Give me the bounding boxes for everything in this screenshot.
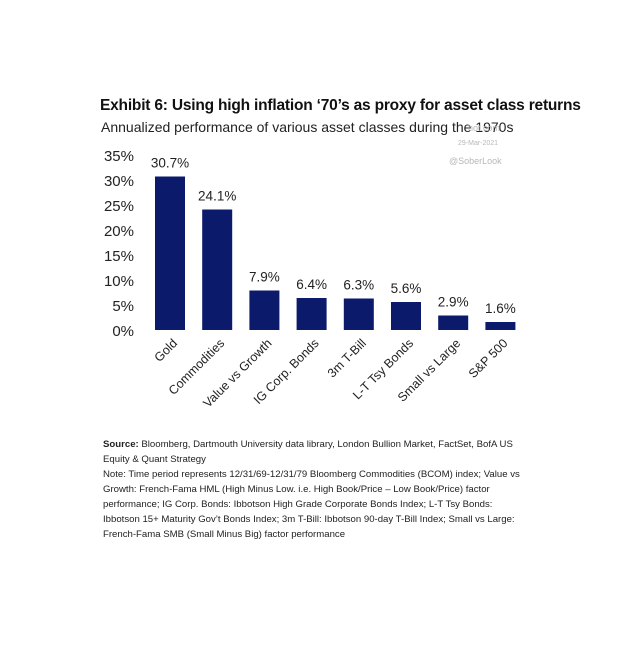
- bar: [438, 315, 469, 330]
- y-tick-label: 30%: [104, 173, 134, 190]
- chart-subtitle: Annualized performance of various asset …: [101, 119, 514, 135]
- bar: [202, 209, 233, 330]
- chart-title: Exhibit 6: Using high inflation ‘70’s as…: [100, 97, 581, 114]
- y-tick-label: 20%: [104, 223, 134, 240]
- footnotes: Source: Bloomberg, Dartmouth University …: [103, 437, 527, 542]
- bar-value-label: 7.9%: [249, 270, 280, 285]
- y-tick-label: 15%: [104, 248, 134, 265]
- bar: [155, 176, 185, 330]
- bar-value-label: 6.4%: [296, 277, 327, 292]
- source-label: Source:: [103, 439, 139, 450]
- category-label: 3m T-Bill: [325, 336, 369, 380]
- bar: [391, 302, 421, 330]
- bar-value-label: 5.6%: [391, 281, 422, 296]
- bar: [485, 322, 516, 330]
- bar: [343, 298, 374, 330]
- y-tick-label: 5%: [112, 298, 134, 315]
- bar: [296, 298, 327, 330]
- bar: [249, 290, 280, 330]
- watermark-site: hot.com: [468, 123, 501, 133]
- y-tick-label: 25%: [104, 198, 134, 215]
- category-label: S&P 500: [466, 336, 511, 381]
- source-text: Bloomberg, Dartmouth University data lib…: [103, 439, 513, 465]
- y-tick-label: 10%: [104, 273, 134, 290]
- methodology-note: Note: Time period represents 12/31/69-12…: [103, 469, 520, 540]
- bar-value-label: 2.9%: [438, 295, 469, 310]
- bar-value-label: 24.1%: [198, 189, 236, 204]
- watermark-handle: @SoberLook: [449, 156, 502, 166]
- category-label: Gold: [152, 336, 181, 365]
- source-note: Source: Bloomberg, Dartmouth University …: [103, 437, 527, 467]
- y-tick-label: 0%: [112, 323, 134, 340]
- bar-value-label: 1.6%: [485, 301, 516, 316]
- bar-value-label: 6.3%: [343, 278, 374, 293]
- y-tick-label: 35%: [104, 148, 134, 165]
- watermark-date: 29-Mar-2021: [458, 140, 499, 147]
- bar-value-label: 30.7%: [151, 156, 189, 171]
